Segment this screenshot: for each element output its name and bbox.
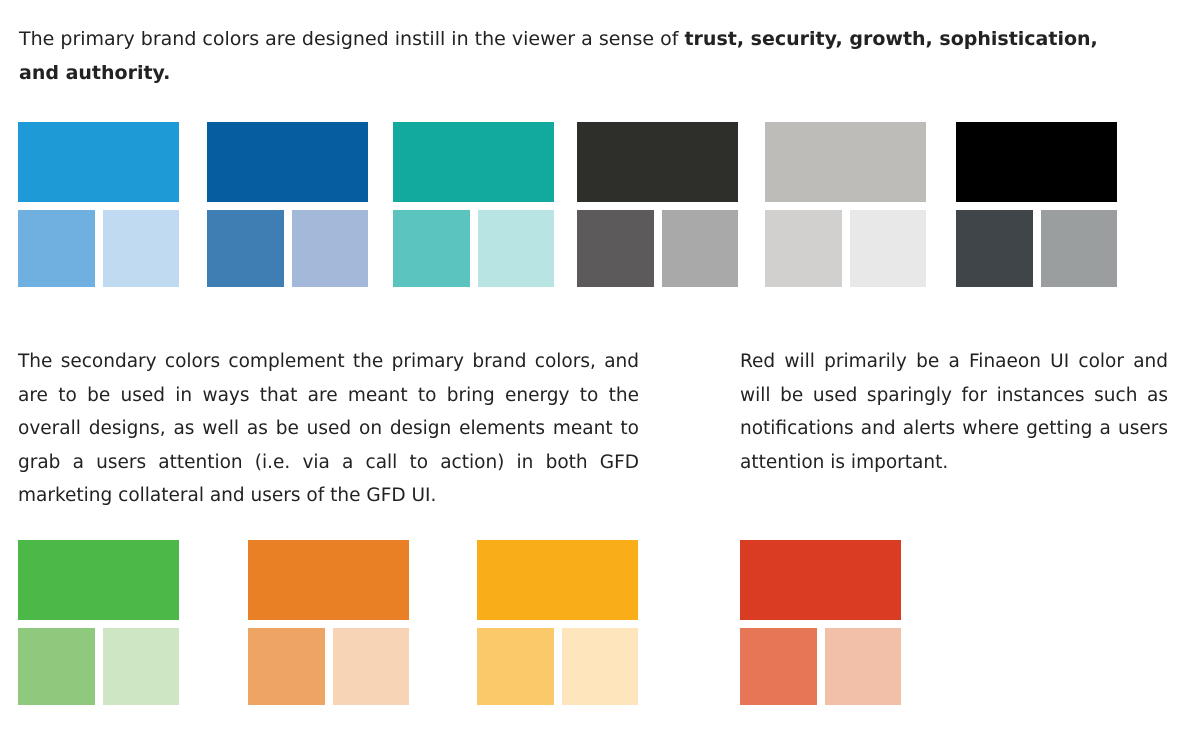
intro-text: The primary brand colors are designed in…: [19, 28, 685, 50]
primary-2-tint-2-swatch: [292, 210, 368, 287]
green-tint-2-swatch: [103, 628, 179, 705]
primary-swatch-group-3: [393, 122, 554, 287]
primary-5-tint-2-swatch: [850, 210, 926, 287]
primary-3-tint-2-swatch: [478, 210, 554, 287]
red-tint-1-swatch: [740, 628, 817, 705]
primary-6-tint-1-swatch: [956, 210, 1033, 287]
primary-swatch-group-5: [765, 122, 926, 287]
primary-6-tint-2-swatch: [1041, 210, 1117, 287]
primary-4-main-swatch: [577, 122, 738, 202]
primary-1-tint-1-swatch: [18, 210, 95, 287]
primary-swatch-group-4: [577, 122, 738, 287]
primary-4-tint-1-swatch: [577, 210, 654, 287]
yellow-main-swatch: [477, 540, 638, 620]
intro-bold-text: trust, security, growth, sophistication,…: [19, 28, 1098, 84]
secondary-swatch-group-yellow: [477, 540, 638, 705]
primary-2-tint-1-swatch: [207, 210, 284, 287]
primary-1-main-swatch: [18, 122, 179, 202]
orange-main-swatch: [248, 540, 409, 620]
primary-5-main-swatch: [765, 122, 926, 202]
primary-1-tint-2-swatch: [103, 210, 179, 287]
primary-3-tint-1-swatch: [393, 210, 470, 287]
primary-swatch-group-1: [18, 122, 179, 287]
primary-swatch-group-6: [956, 122, 1117, 287]
primary-colors-intro: The primary brand colors are designed in…: [19, 22, 1119, 90]
primary-3-main-swatch: [393, 122, 554, 202]
alert-swatch-group-red: [740, 540, 901, 705]
orange-tint-2-swatch: [333, 628, 409, 705]
orange-tint-1-swatch: [248, 628, 325, 705]
primary-5-tint-1-swatch: [765, 210, 842, 287]
red-main-swatch: [740, 540, 901, 620]
green-main-swatch: [18, 540, 179, 620]
yellow-tint-1-swatch: [477, 628, 554, 705]
primary-swatch-group-2: [207, 122, 368, 287]
secondary-colors-description: The secondary colors complement the prim…: [18, 351, 639, 506]
primary-6-main-swatch: [956, 122, 1117, 202]
green-tint-1-swatch: [18, 628, 95, 705]
primary-2-main-swatch: [207, 122, 368, 202]
secondary-swatch-group-green: [18, 540, 179, 705]
yellow-tint-2-swatch: [562, 628, 638, 705]
secondary-swatch-group-orange: [248, 540, 409, 705]
primary-4-tint-2-swatch: [662, 210, 738, 287]
red-tint-2-swatch: [825, 628, 901, 705]
red-color-description: Red will primarily be a Finaeon UI color…: [740, 351, 1168, 473]
